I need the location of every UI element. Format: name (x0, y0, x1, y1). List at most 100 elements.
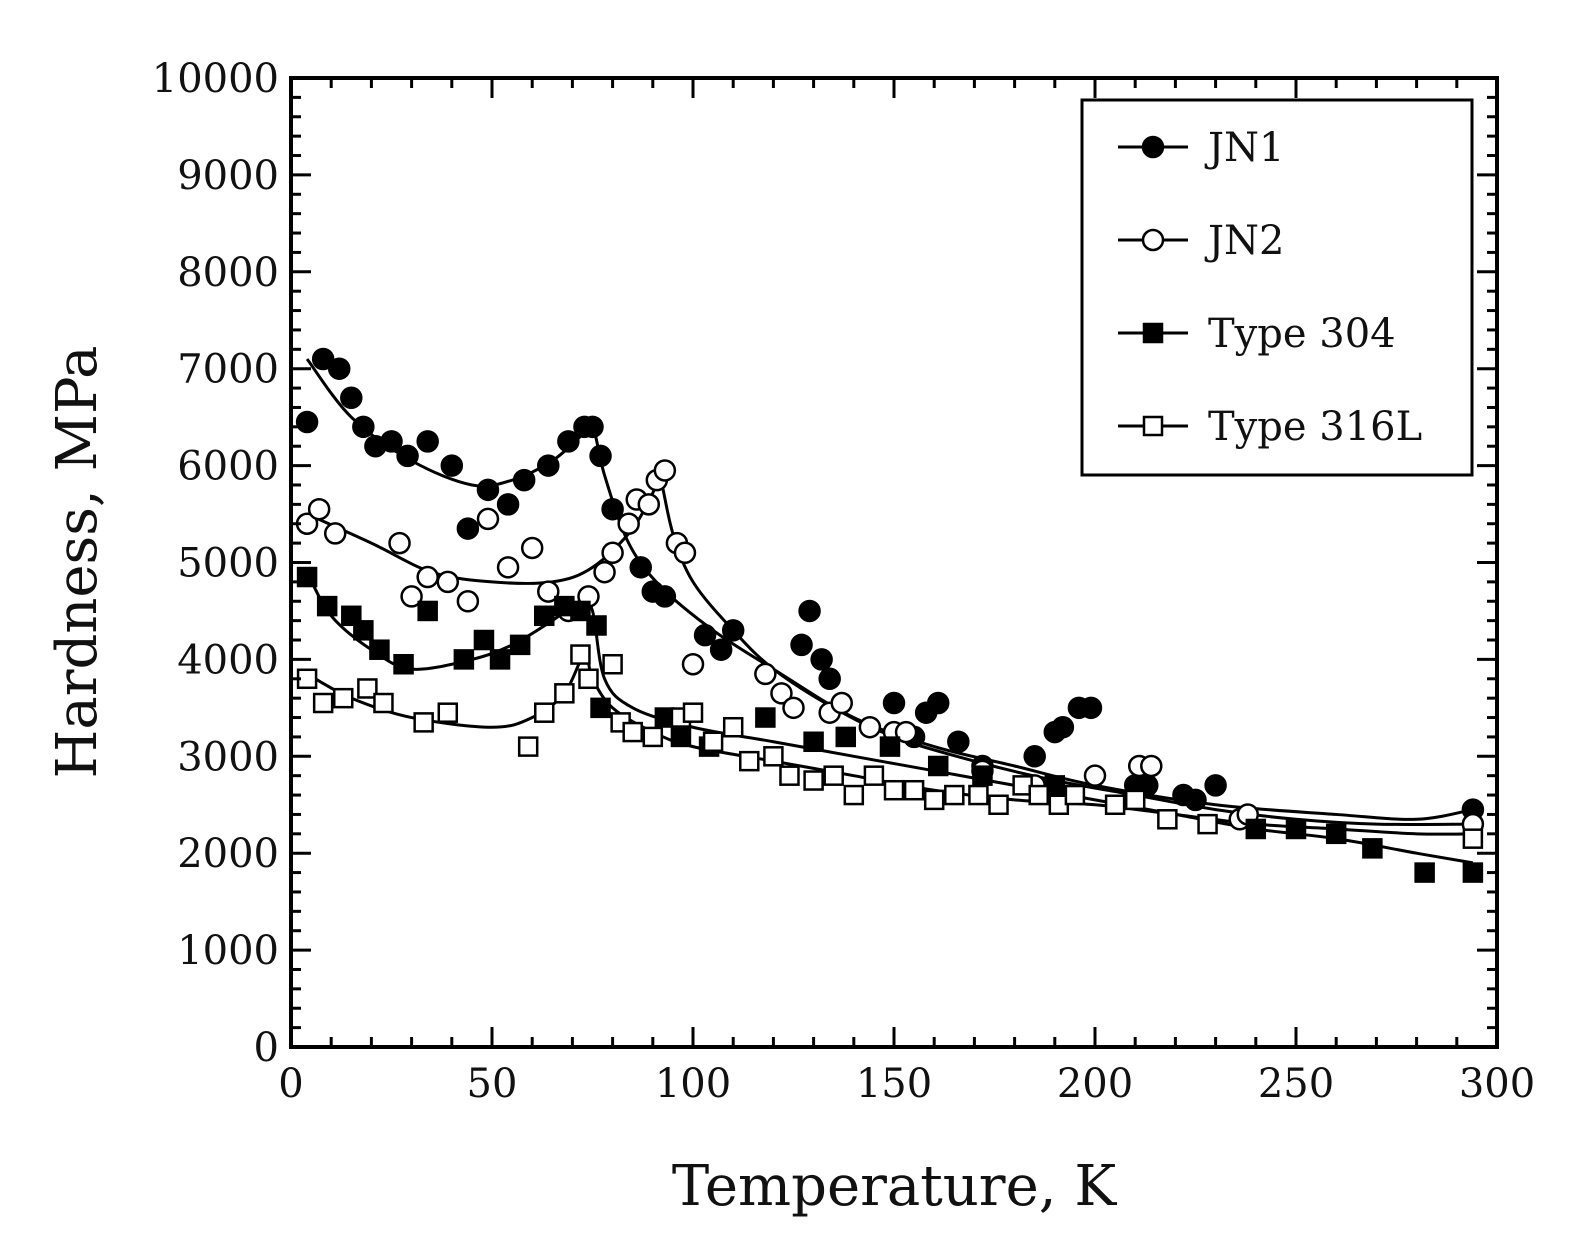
data-point-type-304 (417, 600, 438, 622)
data-point-jn2 (388, 531, 411, 555)
data-point-jn2 (782, 696, 805, 720)
data-point-type-304 (1362, 838, 1383, 859)
legend-marker-type-316l (1142, 415, 1164, 437)
data-point-type-304 (1414, 862, 1435, 883)
data-point-type-304 (1462, 862, 1484, 883)
data-point-type-316l (1197, 813, 1218, 835)
data-point-type-316l (1462, 828, 1484, 849)
data-point-type-304 (1325, 823, 1347, 845)
data-point-jn1 (818, 667, 841, 691)
data-point-jn1 (396, 444, 419, 468)
x-tick-label: 50 (467, 1061, 518, 1107)
legend-label: Type 304 (1208, 311, 1396, 357)
data-point-jn2 (307, 497, 331, 521)
data-point-jn2 (673, 541, 697, 565)
x-tick-label: 100 (655, 1061, 731, 1107)
data-point-type-304 (489, 649, 511, 670)
legend-item-jn1: JN1 (1118, 125, 1284, 171)
data-point-type-304 (393, 653, 414, 675)
x-tick-label: 150 (856, 1061, 932, 1107)
data-point-type-316l (642, 726, 664, 748)
data-point-type-316l (1064, 784, 1086, 806)
data-point-jn1 (311, 347, 335, 371)
data-point-jn1 (416, 430, 439, 453)
data-point-type-304 (353, 620, 374, 641)
data-point-jn2 (1083, 764, 1107, 787)
data-point-jn1 (340, 386, 363, 410)
data-point-type-316l (823, 765, 844, 786)
data-point-type-316l (1028, 784, 1049, 806)
data-point-type-316l (988, 794, 1009, 815)
data-point-type-304 (1285, 818, 1307, 840)
data-point-jn1 (926, 691, 950, 715)
data-point-jn2 (754, 662, 777, 686)
data-point-type-316l (843, 784, 865, 806)
data-point-type-316l (1104, 794, 1126, 815)
data-point-type-316l (722, 716, 744, 738)
data-point-jn1 (947, 730, 970, 754)
data-point-jn2 (653, 459, 677, 482)
data-point-type-316l (602, 653, 623, 675)
data-point-jn1 (440, 454, 464, 477)
data-point-jn1 (476, 478, 500, 502)
data-point-jn1 (380, 430, 403, 453)
data-point-jn2 (436, 570, 460, 594)
data-point-type-316l (702, 731, 724, 753)
data-point-type-316l (373, 692, 394, 714)
data-point-type-316l (883, 779, 905, 801)
data-point-jn1 (882, 691, 906, 715)
data-point-type-316l (944, 784, 965, 806)
data-point-type-316l (570, 644, 591, 665)
legend-label: JN2 (1204, 218, 1284, 264)
legend-label: Type 316L (1208, 404, 1422, 450)
data-point-jn1 (1051, 715, 1075, 739)
legend-marker-type-304 (1142, 322, 1164, 344)
data-point-type-304 (586, 615, 607, 636)
data-point-type-316l (1157, 809, 1178, 830)
x-axis-title: Temperature, K (672, 1154, 1117, 1219)
x-tick-label: 200 (1057, 1061, 1133, 1107)
data-point-jn1 (496, 493, 520, 516)
data-point-type-316l (357, 678, 378, 699)
data-point-type-316l (578, 668, 599, 690)
data-point-type-316l (803, 770, 824, 791)
y-tick-label: 3000 (177, 734, 279, 780)
x-tick-label: 0 (278, 1061, 303, 1107)
y-tick-label: 10000 (152, 56, 279, 102)
data-point-type-316l (968, 784, 989, 806)
data-point-jn1 (512, 468, 536, 492)
data-point-type-316l (682, 702, 704, 723)
data-point-jn1 (589, 444, 612, 468)
data-point-type-304 (509, 634, 531, 656)
data-point-jn2 (496, 556, 520, 579)
data-point-jn2 (456, 590, 480, 613)
data-point-type-304 (755, 707, 776, 728)
data-point-type-304 (473, 629, 495, 651)
axis-tick-labels: 0 50 100 150 200 250 3000100020003000400050006… (152, 56, 1535, 1107)
data-point-type-316l (517, 736, 539, 757)
data-point-jn2 (637, 493, 661, 516)
data-point-type-304 (803, 731, 824, 753)
data-point-type-304 (835, 726, 857, 748)
data-point-jn1 (557, 430, 580, 453)
data-point-type-304 (1245, 818, 1267, 840)
data-point-jn2 (476, 507, 500, 531)
data-point-type-304 (316, 595, 338, 617)
data-point-type-316l (437, 702, 459, 723)
y-tick-label: 2000 (177, 831, 279, 877)
data-point-jn1 (581, 415, 604, 439)
data-point-jn1 (629, 556, 652, 579)
data-point-jn2 (681, 652, 705, 676)
data-point-jn2 (537, 580, 560, 603)
data-point-type-304 (590, 697, 611, 719)
data-point-type-316l (739, 750, 760, 772)
data-point-jn1 (1079, 696, 1103, 720)
data-point-type-304 (296, 566, 318, 588)
data-point-type-316l (923, 789, 945, 811)
y-tick-label: 9000 (177, 153, 279, 199)
data-point-jn2 (416, 565, 439, 589)
data-point-jn1 (327, 357, 351, 380)
data-point-jn1 (790, 633, 813, 657)
data-point-jn1 (1204, 774, 1227, 797)
